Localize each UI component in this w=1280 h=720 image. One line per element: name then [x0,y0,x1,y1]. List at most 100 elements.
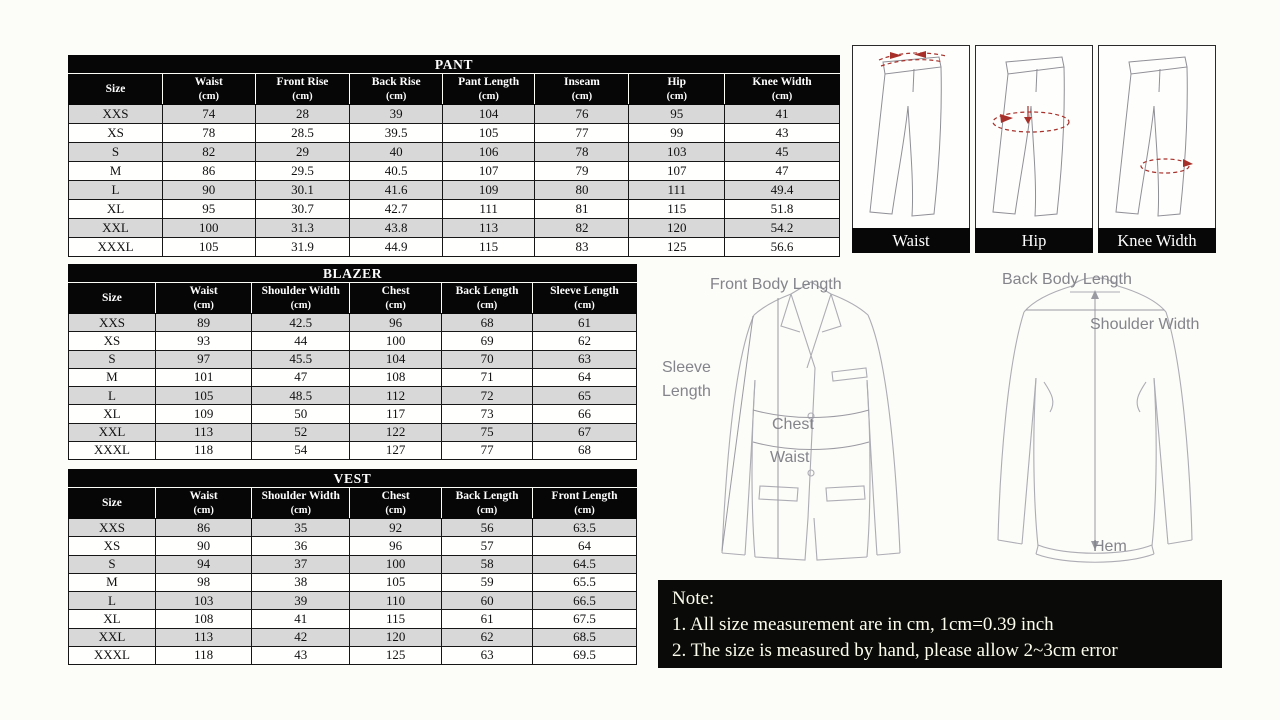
value-cell: 58 [441,554,534,574]
size-cell: XXL [68,422,156,442]
shoulder-width-label: Shoulder Width [1090,316,1200,333]
value-cell: 125 [628,237,726,257]
table-row: XL 108 41 115 61 67.5 [68,609,637,629]
value-cell: 38 [251,572,351,593]
value-cell: 118 [154,645,253,666]
table-title: BLAZER [68,264,637,283]
value-cell: 95 [162,199,256,219]
value-cell: 64 [532,536,637,556]
value-cell: 40 [349,142,443,162]
value-cell: 30.1 [254,180,351,200]
value-cell: 111 [441,199,536,219]
value-cell: 74 [162,104,256,124]
table-row: M 86 29.5 40.5 107 79 107 47 [67,161,840,181]
value-cell: 95 [628,104,726,124]
value-cell: 81 [534,199,630,219]
table-row: XXXL 118 43 125 63 69.5 [68,645,637,666]
value-cell: 115 [628,199,726,219]
column-header: Chest (cm) [349,487,443,519]
size-cell: S [67,142,164,162]
value-cell: 54 [251,440,351,461]
front-body-length-label: Front Body Length [710,276,842,293]
value-cell: 43 [251,645,351,666]
value-cell: 39 [349,104,443,124]
blazer-size-table: BLAZER Size Waist (cm) Shoulder Width (cm) Che… [68,264,637,461]
column-header: Size [68,282,156,314]
column-header: Waist (cm) [154,282,253,314]
value-cell: 78 [534,142,630,162]
value-cell: 65.5 [532,572,637,593]
value-cell: 42 [251,627,351,647]
size-cell: XXS [67,104,164,124]
value-cell: 63 [532,349,637,369]
table-row: XXS 89 42.5 96 68 61 [68,312,637,333]
column-header: Pant Length (cm) [441,73,536,105]
value-cell: 41.6 [349,180,443,200]
value-cell: 28.5 [254,123,351,143]
value-cell: 68 [532,440,637,461]
value-cell: 75 [441,422,534,442]
value-cell: 112 [349,385,443,406]
pant-sketch [869,51,947,217]
size-cell: L [67,180,164,200]
table-row: XS 78 28.5 39.5 105 77 99 43 [67,123,840,143]
value-cell: 48.5 [251,385,351,406]
value-cell: 94 [154,554,253,574]
note-line-1: 1. All size measurement are in cm, 1cm=0… [672,614,1054,635]
column-header: Size [68,487,156,519]
value-cell: 90 [162,180,256,200]
column-header: Back Rise (cm) [349,73,443,105]
column-header: Hip (cm) [628,73,726,105]
column-header: Waist (cm) [154,487,253,519]
value-cell: 73 [441,404,534,424]
value-cell: 100 [349,554,443,574]
value-cell: 56 [441,517,534,538]
table-row: M 98 38 105 59 65.5 [68,572,637,593]
value-cell: 54.2 [724,218,840,238]
value-cell: 41 [724,104,840,124]
sleeve-length-label: Sleeve Length [662,359,711,400]
value-cell: 115 [349,609,443,629]
pant-figure-waist: Waist [852,45,970,253]
size-cell: XXXL [67,237,164,257]
waist-label: Waist [770,449,810,466]
value-cell: 79 [534,161,630,181]
value-cell: 100 [349,331,443,351]
value-cell: 105 [441,123,536,143]
size-cell: M [68,367,156,388]
value-cell: 111 [628,180,726,200]
value-cell: 64.5 [532,554,637,574]
table-title: PANT [68,55,840,74]
size-cell: XL [68,404,156,424]
size-cell: XS [67,123,164,143]
value-cell: 115 [441,237,536,257]
pant-size-table: PANT Size Waist (cm) Front Rise (cm) Back Rise… [67,55,840,257]
value-cell: 105 [154,385,253,406]
table-row: XL 109 50 117 73 66 [68,404,637,424]
value-cell: 40.5 [349,161,443,181]
back-blazer-sketch [997,277,1193,563]
value-cell: 99 [628,123,726,143]
value-cell: 63 [441,645,534,666]
size-cell: XS [68,331,156,351]
table-row: XXS 74 28 39 104 76 95 41 [67,104,840,124]
value-cell: 62 [441,627,534,647]
size-cell: XL [68,609,156,629]
value-cell: 104 [441,104,536,124]
column-header: Waist (cm) [162,73,256,105]
table-row: XS 93 44 100 69 62 [68,331,637,351]
value-cell: 42.7 [349,199,443,219]
value-cell: 98 [154,572,253,593]
value-cell: 108 [349,367,443,388]
note-heading: Note: [672,588,715,609]
value-cell: 66 [532,404,637,424]
column-header: Back Length (cm) [441,282,534,314]
size-cell: M [68,572,156,593]
value-cell: 63.5 [532,517,637,538]
blazer-table: BLAZER Size Waist (cm) Shoulder Width (cm) Che… [68,264,637,461]
value-cell: 70 [441,349,534,369]
table-row: XL 95 30.7 42.7 111 81 115 51.8 [67,199,840,219]
value-cell: 127 [349,440,443,461]
table-title-row: VEST [68,469,637,488]
value-cell: 61 [441,609,534,629]
